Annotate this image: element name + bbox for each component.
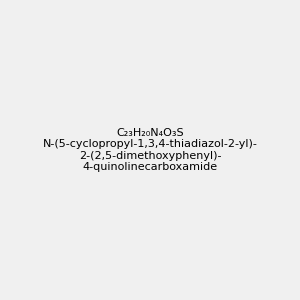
Text: C₂₃H₂₀N₄O₃S
N-(5-cyclopropyl-1,3,4-thiadiazol-2-yl)-
2-(2,5-dimethoxyphenyl)-
4-: C₂₃H₂₀N₄O₃S N-(5-cyclopropyl-1,3,4-thiad… <box>43 128 257 172</box>
